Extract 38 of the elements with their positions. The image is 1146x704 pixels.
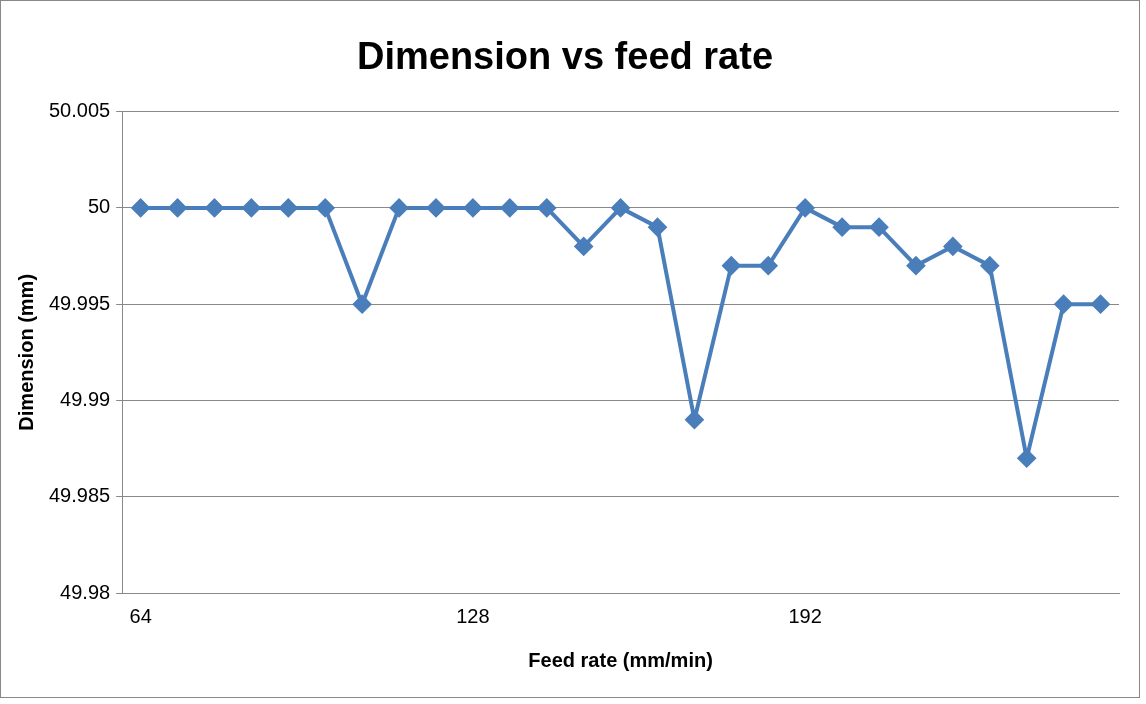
point [1017, 449, 1036, 468]
point [500, 198, 519, 217]
point [870, 218, 889, 237]
chart-title: Dimension vs feed rate [356, 35, 774, 78]
point [316, 198, 335, 217]
y-tick-label: 49.98 [60, 580, 111, 603]
point [833, 218, 852, 237]
point [463, 198, 482, 217]
point [353, 295, 372, 314]
point [722, 256, 741, 275]
y-tick-label: 50.005 [49, 99, 111, 122]
point [759, 256, 778, 275]
x-tick-label: 64 [129, 604, 152, 627]
point [611, 198, 630, 217]
point [131, 198, 150, 217]
y-axis-title: Dimension (mm) [14, 273, 37, 431]
point [796, 198, 815, 217]
point [242, 198, 261, 217]
point [205, 198, 224, 217]
point [1054, 295, 1073, 314]
point [980, 256, 999, 275]
point [648, 218, 667, 237]
y-tick-label: 50 [87, 195, 111, 218]
x-axis-title: Feed rate (mm/min) [528, 648, 713, 671]
x-tick-label: 128 [456, 604, 490, 627]
point [906, 256, 925, 275]
point [390, 198, 409, 217]
point [537, 198, 556, 217]
point [574, 237, 593, 256]
point [943, 237, 962, 256]
point [168, 198, 187, 217]
point [426, 198, 445, 217]
point [1091, 295, 1110, 314]
y-tick-label: 49.995 [49, 291, 111, 314]
y-tick-label: 49.985 [49, 484, 111, 507]
x-tick-label: 192 [788, 604, 822, 627]
point [279, 198, 298, 217]
y-tick-label: 49.99 [60, 387, 111, 410]
